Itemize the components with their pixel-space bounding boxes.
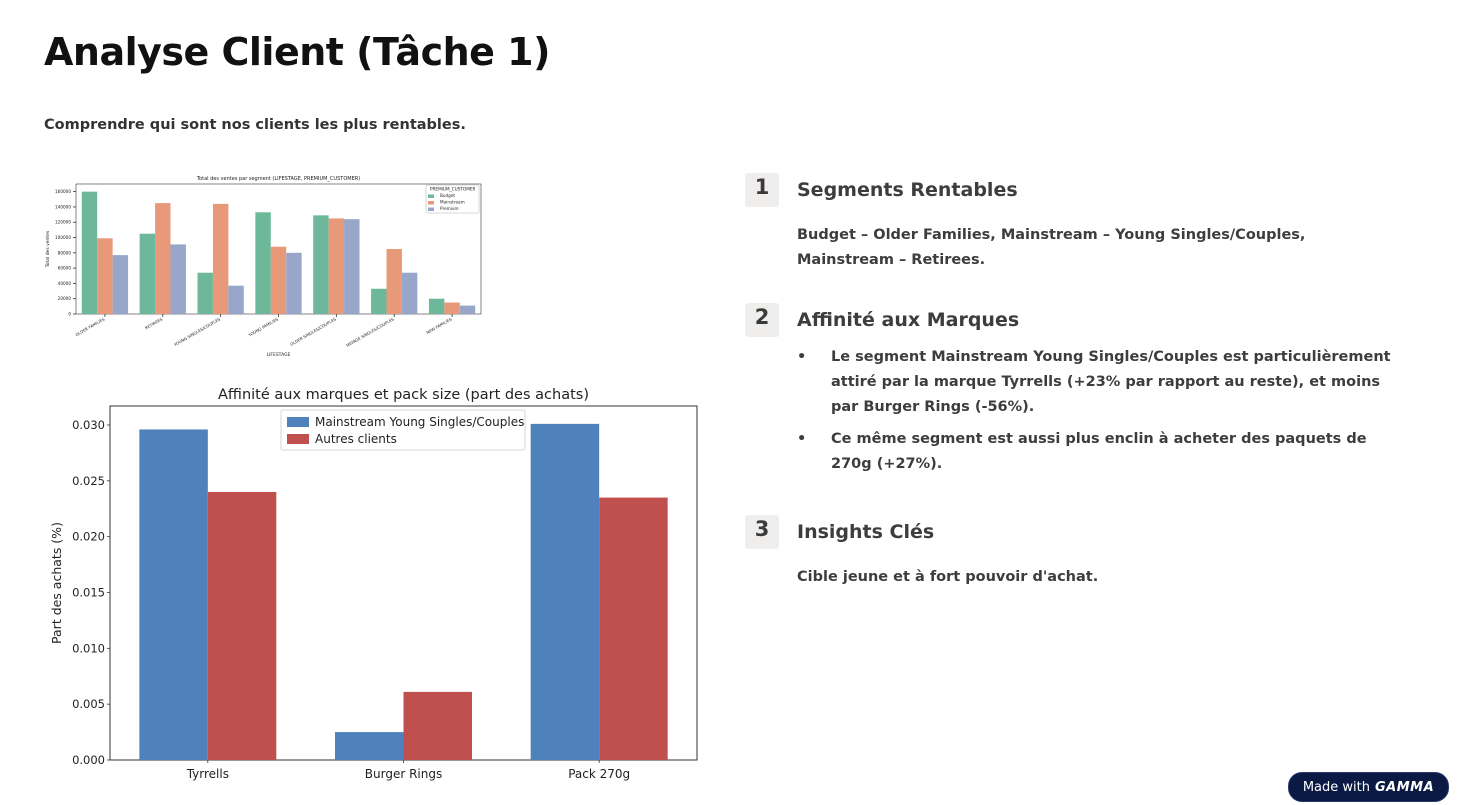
bar-premium: [170, 244, 186, 314]
x-tick-label: Pack 270g: [568, 767, 630, 781]
y-axis-label: Part des achats (%): [49, 522, 64, 644]
y-tick-label: 0.000: [72, 753, 105, 767]
y-tick-label: 60000: [58, 266, 72, 271]
bar-mainstream-young-singles-couples: [530, 423, 600, 760]
item-number: 1: [745, 173, 779, 207]
page-subtitle: Comprendre qui sont nos clients les plus…: [44, 117, 466, 133]
bar-premium: [459, 305, 476, 314]
bar-premium: [344, 219, 360, 314]
bar-budget: [81, 191, 98, 314]
bar-mainstream: [97, 238, 113, 314]
y-tick-label: 0.025: [72, 474, 105, 488]
bar-premium: [286, 252, 302, 314]
item-title: Insights Clés: [797, 521, 935, 543]
bullet-item: Ce même segment est aussi plus enclin à …: [797, 427, 1397, 477]
y-tick-label: 100000: [55, 235, 71, 240]
bar-autres-clients: [599, 497, 668, 760]
legend-box: [280, 409, 526, 451]
x-tick-label: OLDER SINGLES/COUPLES: [289, 316, 337, 347]
legend-swatch: [428, 207, 434, 211]
legend-label: Mainstream: [440, 200, 465, 205]
bar-budget: [371, 288, 387, 314]
bar-mainstream: [444, 302, 460, 314]
y-tick-label: 0: [68, 311, 71, 316]
bar-mainstream: [328, 218, 345, 314]
legend-swatch: [287, 434, 309, 444]
bar-budget: [313, 215, 329, 314]
y-tick-label: 0.005: [72, 697, 105, 711]
bar-mainstream: [212, 203, 229, 314]
bar-mainstream: [270, 246, 287, 314]
item-number: 2: [745, 303, 779, 337]
y-tick-label: 0.020: [72, 530, 105, 544]
y-tick-label: 0.015: [72, 586, 105, 600]
y-axis-label: Total des ventes: [45, 230, 51, 268]
x-tick-label: Tyrrells: [186, 767, 229, 781]
bar-budget: [255, 212, 271, 314]
bar-autres-clients: [207, 491, 277, 760]
y-tick-label: 160000: [55, 189, 71, 194]
y-tick-label: 120000: [55, 220, 71, 225]
bar-premium: [228, 285, 244, 314]
bar-budget: [139, 233, 156, 314]
bar-premium: [112, 255, 129, 314]
x-tick-label: OLDER FAMILIES: [75, 316, 106, 337]
legend-title: PREMIUM_CUSTOMER: [430, 186, 475, 191]
legend-box: [425, 184, 480, 214]
bar-mainstream: [155, 203, 171, 314]
bullet-item: Le segment Mainstream Young Singles/Coup…: [797, 345, 1397, 420]
item-title: Segments Rentables: [797, 179, 1018, 201]
x-tick-label: YOUNG SINGLES/COUPLES: [172, 316, 221, 347]
item-number: 3: [745, 515, 779, 549]
legend-label: Mainstream Young Singles/Couples: [315, 415, 524, 429]
x-tick-label: YOUNG FAMILIES: [247, 316, 280, 338]
x-axis-label: LIFESTAGE: [267, 352, 291, 358]
item-title: Affinité aux Marques: [797, 309, 1020, 331]
x-tick-label: Burger Rings: [365, 767, 442, 781]
x-tick-label: RETIREES: [144, 316, 164, 330]
y-tick-label: 140000: [55, 204, 71, 209]
item-body: Cible jeune et à fort pouvoir d'achat.: [797, 569, 1099, 585]
brand-affinity-chart: Affinité aux marques et pack size (part …: [49, 387, 698, 781]
legend-swatch: [287, 417, 309, 427]
chart-title: Total des ventes par segment (LIFESTAGE,…: [196, 176, 360, 182]
y-tick-label: 40000: [58, 281, 72, 286]
bar-mainstream-young-singles-couples: [335, 732, 404, 760]
bar-budget: [428, 298, 445, 314]
y-tick-label: 20000: [58, 296, 72, 301]
legend-swatch: [428, 201, 434, 205]
bar-mainstream: [386, 249, 402, 314]
bar-mainstream-young-singles-couples: [139, 429, 208, 760]
legend-swatch: [428, 194, 434, 198]
bar-autres-clients: [403, 691, 472, 760]
item-body: Budget – Older Families, Mainstream – Yo…: [797, 227, 1306, 268]
item-bullet-list: Le segment Mainstream Young Singles/Coup…: [797, 345, 1397, 484]
gamma-logo: GAMMA: [1374, 779, 1435, 795]
y-tick-label: 0.030: [72, 418, 105, 432]
x-tick-label: MIDAGE SINGLES/COUPLES: [345, 316, 395, 348]
y-tick-label: 80000: [58, 250, 72, 255]
bar-budget: [197, 272, 213, 314]
bar-premium: [401, 272, 418, 314]
legend-label: Premium: [440, 206, 459, 211]
y-tick-label: 0.010: [72, 641, 105, 655]
sales-by-segment-chart: Total des ventes par segment (LIFESTAGE,…: [45, 176, 482, 358]
x-tick-label: NEW FAMILIES: [425, 316, 453, 335]
made-with-gamma-badge[interactable]: Made with GAMMA: [1288, 772, 1449, 802]
badge-prefix: Made with: [1302, 779, 1370, 795]
page-title: Analyse Client (Tâche 1): [44, 30, 550, 74]
chart-title: Affinité aux marques et pack size (part …: [218, 387, 589, 403]
legend-label: Autres clients: [315, 432, 397, 446]
legend-label: Budget: [440, 193, 455, 198]
